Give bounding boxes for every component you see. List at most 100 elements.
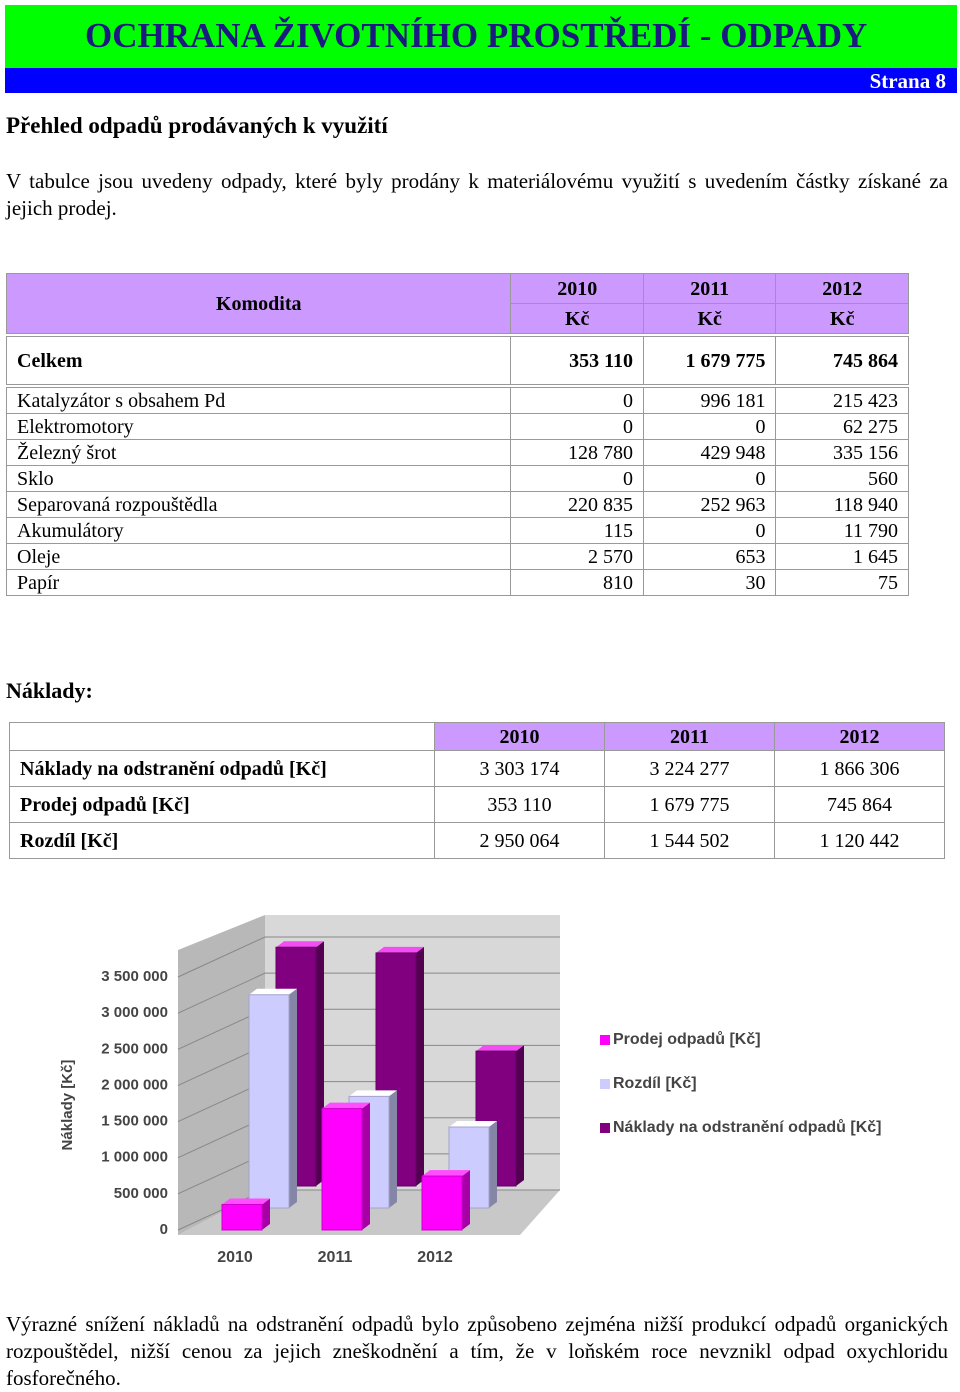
cell: 215 423 [775,387,909,414]
commodities-table: Komodita 2010 2011 2012 Kč Kč Kč Celkem 353 110 1… [5,273,909,596]
cell: 2 570 [510,543,644,570]
grid-line [177,972,560,1014]
cell: Celkem [5,336,512,385]
cell: 0 [642,413,777,440]
cell: 2012 [774,722,945,751]
bar [421,1175,463,1231]
legend-key [600,1079,610,1089]
bar-top [449,1121,497,1128]
row: 2010 2011 2012 [9,722,945,751]
cell: 745 864 [775,336,909,385]
row: Papír 810 30 75 [5,569,909,596]
cell: Akumulátory [5,517,512,544]
costs-title: Náklady: [6,678,93,703]
left-wall [178,915,265,1235]
cell: Katalyzátor s obsahem Pd [5,387,512,414]
legend-label: Náklady na odstranění odpadů [Kč] [613,1119,881,1136]
bar-side [362,1102,370,1230]
page-number: Strana 8 [869,69,946,93]
cell: 2011 [604,722,775,751]
bar-side [289,988,297,1208]
legend-key [600,1035,610,1045]
cell: Kč [642,303,777,334]
cell: 2010 [434,722,605,751]
cell: 62 275 [775,413,909,440]
header-title: OCHRANA ŽIVOTNÍHO PROSTŘEDÍ - ODPADY [85,16,868,55]
row: Náklady na odstranění odpadů [Kč] 3 303 1… [9,750,945,787]
row: Kč Kč Kč [7,303,909,334]
cell: 0 [642,517,777,544]
row: Rozdíl [Kč] 2 950 064 1 544 502 1 120 442 [9,822,945,859]
cell: Kč [775,303,909,334]
cell: Rozdíl [Kč] [9,822,435,859]
cell: 1 866 306 [774,750,945,787]
cell: Železný šrot [5,439,512,466]
cell: 0 [510,387,644,414]
bar-top [349,1090,397,1097]
row: Celkem 353 110 1 679 775 745 864 [5,336,909,385]
y-tick-label: 3 000 000 [101,1004,168,1021]
row: Elektromotory 0 0 62 275 [5,413,909,440]
bar-top [249,988,297,995]
cell: 1 679 775 [604,786,775,823]
y-tick-label: 0 [160,1221,168,1238]
bar [248,994,290,1209]
cell: 0 [510,465,644,492]
y-tick-label: 1 000 000 [101,1149,168,1166]
cell: 118 940 [775,491,909,518]
cell: Komodita [5,273,512,334]
cell: Oleje [5,543,512,570]
row: Akumulátory 115 0 11 790 [5,517,909,544]
conclusion: Výrazné snížení nákladů na odstranění od… [6,1312,948,1390]
cell: 0 [642,465,777,492]
cell: 3 224 277 [604,750,775,787]
page-band [5,68,957,93]
bar-top [322,1102,370,1109]
cell: 2 950 064 [434,822,605,859]
row: Oleje 2 570 653 1 645 [5,543,909,570]
cell: 1 645 [775,543,909,570]
bar-top [376,946,424,953]
cell: Papír [5,569,512,596]
row: Sklo 0 0 560 [5,465,909,492]
bar-top [276,941,324,948]
cell: 1 120 442 [774,822,945,859]
cell: Separovaná rozpouštědla [5,491,512,518]
bar-side [416,946,424,1186]
legend-label: Rozdíl [Kč] [613,1075,697,1092]
bar-side [462,1170,470,1230]
cell: 75 [775,569,909,596]
cell: 996 181 [642,387,777,414]
costs-table: 2010 2011 2012 Náklady na odstranění odpadů… [9,722,945,859]
bar-side [489,1121,497,1208]
bar-side [516,1045,524,1186]
bar-side [389,1090,397,1208]
y-axis-label: Náklady [Kč] [59,1060,76,1151]
x-tick-label: 2010 [217,1249,253,1266]
y-tick-label: 3 500 000 [101,968,168,985]
legend-label: Prodej odpadů [Kč] [613,1031,761,1048]
cell: Náklady na odstranění odpadů [Kč] [9,750,435,787]
x-tick-label: 2012 [417,1249,453,1266]
cell: 653 [642,543,777,570]
y-tick-label: 2 500 000 [101,1040,168,1057]
cell: 30 [642,569,777,596]
bar-top [422,1170,470,1177]
y-tick-label: 2 000 000 [101,1076,168,1093]
y-tick-label: 500 000 [114,1185,168,1202]
grid-line [177,936,560,978]
cell: 353 110 [434,786,605,823]
bar [321,1108,363,1231]
cell [9,722,435,751]
cell: 560 [775,465,909,492]
cell: 128 780 [510,439,644,466]
cell: 1 544 502 [604,822,775,859]
cell: 0 [510,413,644,440]
cell: Elektromotory [5,413,512,440]
section-title: Přehled odpadů prodávaných k využití [6,113,388,138]
row: Separovaná rozpouštědla 220 835 252 963 118… [5,491,909,518]
header-band [5,5,957,68]
x-tick-label: 2011 [318,1249,353,1266]
cell: 115 [510,517,644,544]
